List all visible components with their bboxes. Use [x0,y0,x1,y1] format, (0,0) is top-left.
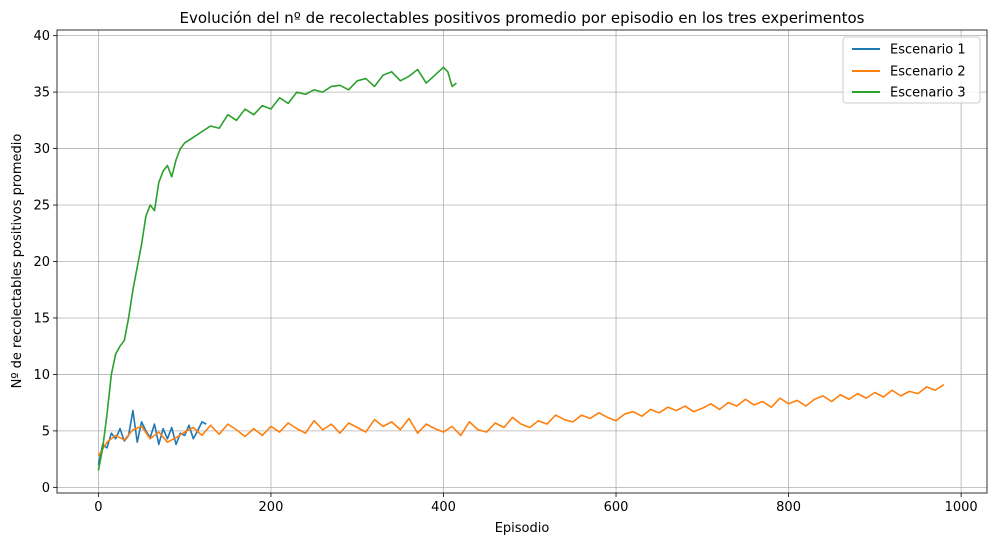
legend-label-escenario-2: Escenario 2 [890,65,966,80]
x-tick-label: 1000 [945,500,978,515]
y-tick-label: 20 [33,255,50,270]
x-tick-label: 200 [259,500,284,515]
x-tick-label: 400 [431,500,456,515]
series-lines [97,66,945,471]
series-line-escenario-2 [97,383,945,457]
series-line-escenario-3 [97,66,457,471]
series-line-escenario-1 [97,409,207,465]
legend-box [842,36,981,104]
y-tick-label: 30 [33,142,50,157]
y-tick-label: 0 [42,481,50,496]
y-tick-label: 10 [33,368,50,383]
x-axis-label: Episodio [495,521,550,536]
y-tick-label: 15 [33,311,50,326]
x-tick-label: 800 [776,500,801,515]
y-tick-label: 40 [33,29,50,44]
legend-label-escenario-3: Escenario 3 [890,86,966,101]
x-tick-label: 600 [604,500,629,515]
grid [57,30,987,493]
x-tick-label: 0 [94,500,102,515]
y-axis-label: Nº de recolectables positivos promedio [10,134,25,389]
chart-title: Evolución del nº de recolectables positi… [180,9,865,27]
legend-label-escenario-1: Escenario 1 [890,43,966,58]
legend: Escenario 1 Escenario 2 Escenario 3 [842,36,981,104]
y-tick-label: 25 [33,199,50,214]
y-axis-ticks: 0 5 10 15 20 25 30 35 40 [33,29,57,496]
y-tick-label: 5 [42,424,50,439]
x-axis-ticks: 0 200 400 600 800 1000 [94,493,978,515]
y-tick-label: 35 [33,86,50,101]
